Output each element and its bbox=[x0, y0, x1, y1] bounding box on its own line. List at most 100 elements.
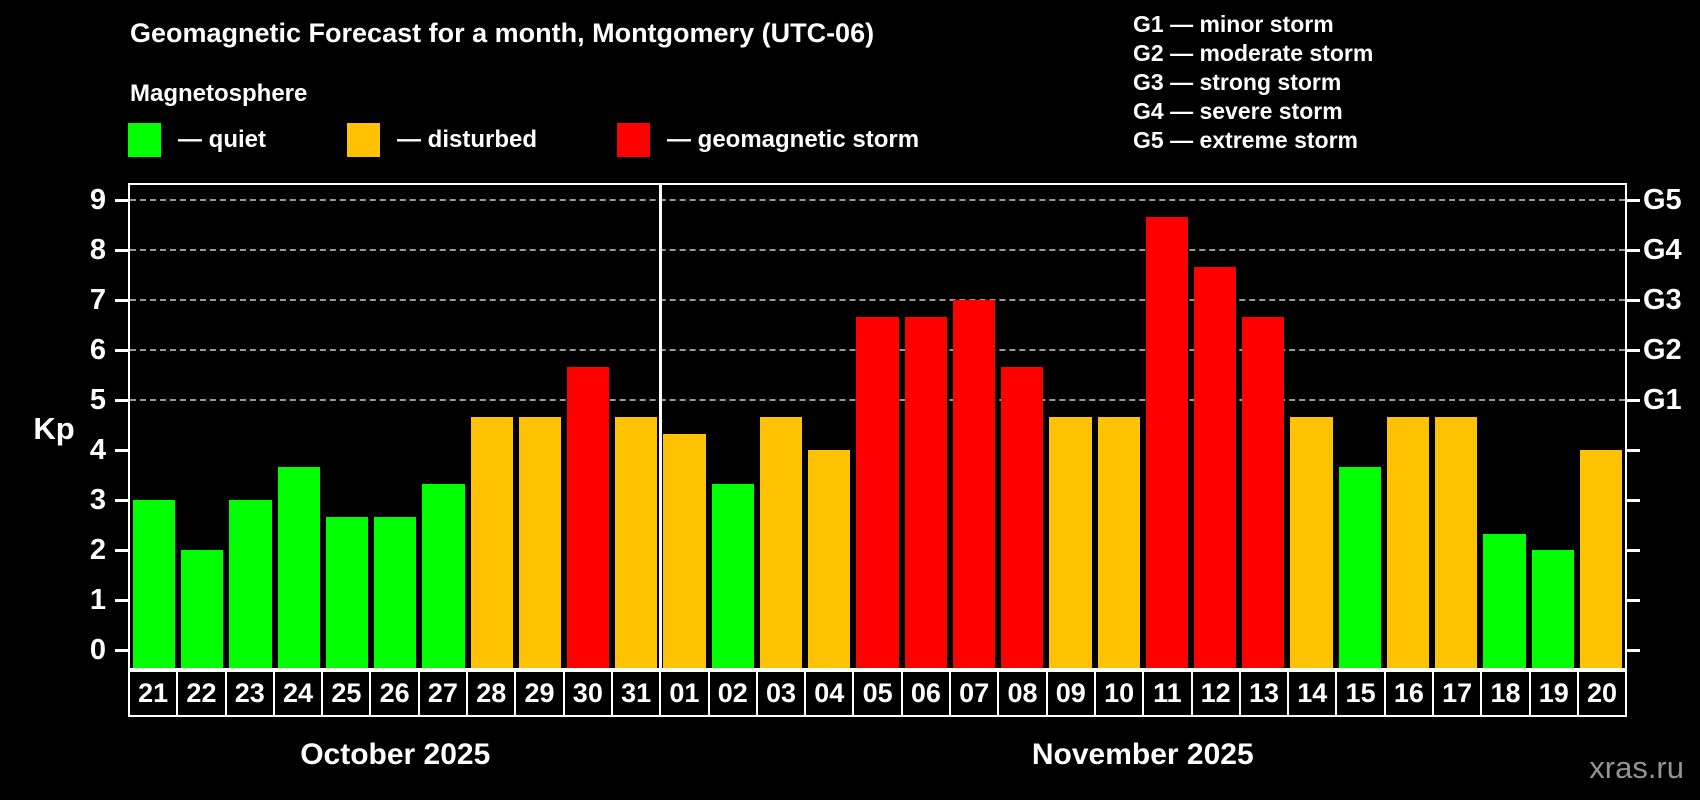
date-label-27: 27 bbox=[417, 670, 469, 717]
date-label-19: 19 bbox=[1528, 670, 1579, 717]
date-label-06: 06 bbox=[900, 670, 952, 717]
kp-bar-day-21 bbox=[133, 500, 176, 668]
gridline-kp9 bbox=[130, 199, 1625, 201]
kp-bar-day-28 bbox=[470, 416, 513, 668]
date-label-15: 15 bbox=[1335, 670, 1386, 717]
y-tick-right-1 bbox=[1627, 599, 1640, 602]
date-label-05: 05 bbox=[852, 670, 903, 717]
g-legend-line-g1: G1 — minor storm bbox=[1133, 11, 1334, 37]
kp-bar-day-10 bbox=[1097, 416, 1140, 668]
date-label-26: 26 bbox=[369, 670, 420, 717]
date-axis: 21 22 23 24 25 26 27 28 29 30 31 01 02 03 04 05 06 07 08 09… bbox=[128, 670, 1628, 717]
chart-subtitle: Magnetosphere bbox=[130, 80, 308, 107]
kp-bar-day-31 bbox=[615, 416, 658, 668]
date-label-20: 20 bbox=[1576, 670, 1628, 717]
watermark: xras.ru bbox=[1589, 750, 1684, 785]
date-label-16: 16 bbox=[1383, 670, 1435, 717]
quiet-color-swatch bbox=[128, 123, 161, 157]
date-label-30: 30 bbox=[562, 670, 613, 717]
kp-bar-day-25 bbox=[325, 516, 369, 668]
kp-bar-day-23 bbox=[229, 500, 272, 668]
y-tick-label-0: 0 bbox=[89, 634, 106, 666]
kp-bar-day-05 bbox=[856, 316, 899, 668]
y-tick-right-4 bbox=[1627, 449, 1640, 452]
y-axis-label: Kp bbox=[33, 411, 75, 446]
date-label-14: 14 bbox=[1287, 670, 1338, 717]
y-tick-label-7: 7 bbox=[89, 284, 106, 316]
date-label-29: 29 bbox=[514, 670, 565, 717]
date-label-11: 11 bbox=[1142, 670, 1193, 717]
legend-label-quiet: — quiet bbox=[178, 126, 266, 153]
y-tick-label-4: 4 bbox=[89, 434, 106, 466]
kp-bar-day-20 bbox=[1579, 450, 1622, 668]
legend-label-storm: — geomagnetic storm bbox=[667, 126, 920, 153]
disturbed-color-swatch bbox=[347, 123, 380, 157]
month-label: November 2025 bbox=[1031, 738, 1254, 771]
date-label-07: 07 bbox=[949, 670, 1000, 717]
date-label-08: 08 bbox=[997, 670, 1048, 717]
kp-bar-day-06 bbox=[904, 316, 947, 668]
date-label-02: 02 bbox=[707, 670, 758, 717]
y-tick-right-9 bbox=[1627, 199, 1640, 202]
month-separator bbox=[658, 185, 662, 668]
kp-bar-day-30 bbox=[567, 366, 610, 668]
date-label-31: 31 bbox=[610, 670, 662, 717]
g-legend-line-g2: G2 — moderate storm bbox=[1133, 40, 1374, 66]
y-tick-right-2 bbox=[1627, 549, 1640, 552]
date-label-25: 25 bbox=[321, 670, 372, 717]
g-level-label-g2: G2 bbox=[1643, 334, 1682, 366]
y-tick-right-6 bbox=[1627, 349, 1640, 352]
kp-bar-day-26 bbox=[374, 516, 417, 668]
date-label-28: 28 bbox=[466, 670, 517, 717]
date-label-04: 04 bbox=[804, 670, 855, 717]
y-tick-label-2: 2 bbox=[89, 534, 106, 566]
date-label-18: 18 bbox=[1480, 670, 1531, 717]
y-tick-label-9: 9 bbox=[89, 184, 106, 216]
y-tick-right-8 bbox=[1627, 249, 1640, 252]
date-label-21: 21 bbox=[128, 670, 179, 717]
g-level-label-g1: G1 bbox=[1643, 384, 1682, 416]
legend-item-storm: — geomagnetic storm bbox=[617, 123, 919, 157]
legend-label-disturbed: — disturbed bbox=[397, 126, 538, 153]
y-tick-left-6 bbox=[115, 349, 128, 352]
date-label-17: 17 bbox=[1432, 670, 1483, 717]
kp-bar-day-04 bbox=[808, 450, 851, 668]
date-label-10: 10 bbox=[1093, 670, 1145, 717]
y-tick-left-7 bbox=[115, 299, 128, 302]
kp-bar-day-16 bbox=[1386, 416, 1430, 668]
chart-title: Geomagnetic Forecast for a month, Montgo… bbox=[130, 18, 875, 48]
date-label-03: 03 bbox=[755, 670, 807, 717]
kp-bar-day-12 bbox=[1193, 266, 1237, 668]
kp-bar-day-08 bbox=[1001, 366, 1044, 668]
g-scale-legend: G1 — minor storm G2 — moderate storm G3 … bbox=[1133, 10, 1373, 155]
y-tick-left-2 bbox=[115, 549, 128, 552]
y-tick-label-5: 5 bbox=[89, 384, 106, 416]
kp-bar-day-13 bbox=[1242, 316, 1285, 668]
g-legend-line-g4: G4 — severe storm bbox=[1133, 98, 1343, 124]
y-tick-label-8: 8 bbox=[89, 234, 106, 266]
y-tick-label-1: 1 bbox=[89, 584, 106, 616]
kp-bar-day-14 bbox=[1290, 416, 1333, 668]
kp-bar-day-27 bbox=[422, 483, 465, 668]
y-tick-label-3: 3 bbox=[89, 484, 106, 516]
kp-bar-day-01 bbox=[663, 433, 706, 668]
date-label-01: 01 bbox=[659, 670, 710, 717]
gridline-kp8 bbox=[130, 249, 1625, 251]
date-label-23: 23 bbox=[224, 670, 275, 717]
plot-area: Kp 0 1 2 3 4 5 6 7 8 9 G1 G2 G3 G4 G5 bbox=[33, 183, 1682, 670]
y-tick-left-3 bbox=[115, 499, 128, 502]
y-tick-left-0 bbox=[115, 649, 128, 652]
date-label-22: 22 bbox=[176, 670, 227, 717]
date-label-24: 24 bbox=[272, 670, 324, 717]
kp-bar-day-02 bbox=[711, 483, 754, 668]
y-tick-right-3 bbox=[1627, 499, 1640, 502]
y-tick-label-6: 6 bbox=[89, 334, 106, 366]
kp-bar-day-24 bbox=[277, 466, 320, 668]
g-legend-line-g5: G5 — extreme storm bbox=[1133, 127, 1358, 153]
storm-color-swatch bbox=[617, 123, 650, 157]
kp-bar-day-07 bbox=[952, 300, 996, 668]
y-tick-left-9 bbox=[115, 199, 128, 202]
g-level-label-g3: G3 bbox=[1643, 284, 1682, 316]
g-level-label-g5: G5 bbox=[1643, 184, 1682, 216]
